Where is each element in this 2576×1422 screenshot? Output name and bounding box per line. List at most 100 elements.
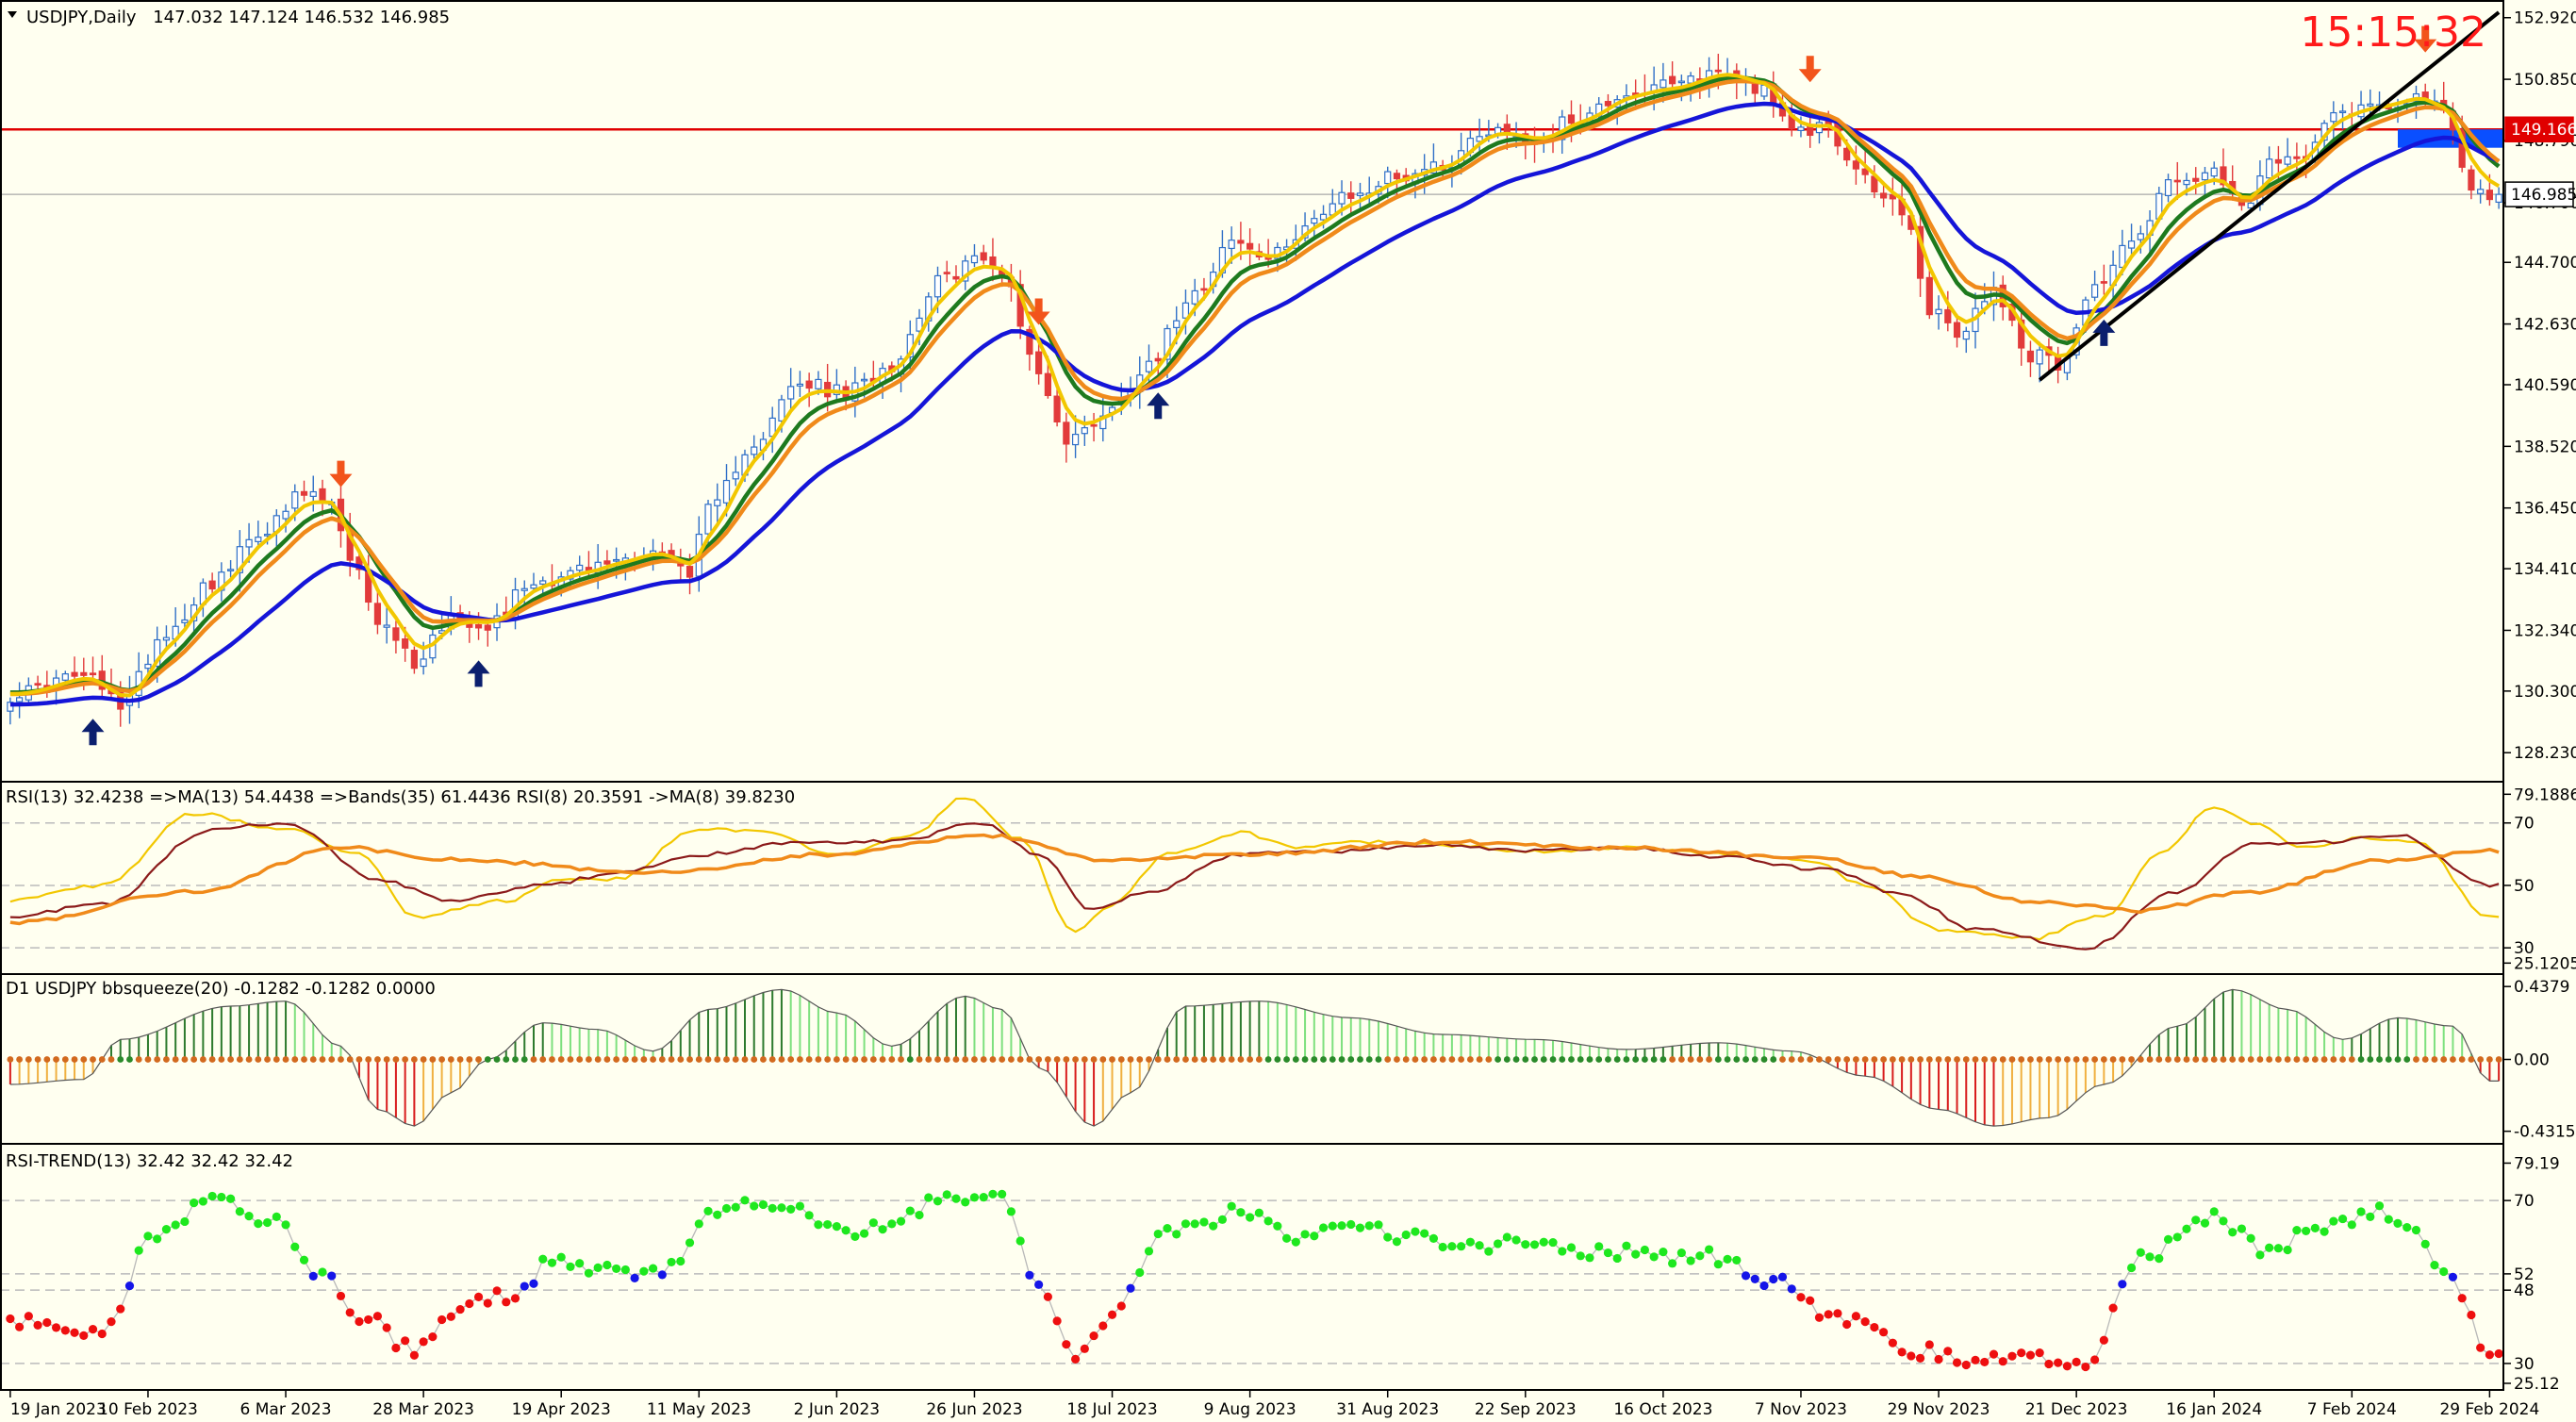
rsi-trend-dot [1401, 1230, 1411, 1240]
candle[interactable] [1311, 209, 1318, 238]
candle[interactable] [410, 646, 418, 674]
candle[interactable] [1797, 116, 1805, 138]
rsi-trend-dot [951, 1194, 961, 1203]
buy-arrow-up-icon[interactable] [81, 719, 105, 746]
candle[interactable] [1053, 386, 1061, 427]
candle[interactable] [1476, 118, 1483, 156]
candle[interactable] [2477, 179, 2485, 204]
rsi-panel[interactable] [0, 797, 2503, 951]
rsi-trend-tick-label: 70 [2514, 1192, 2535, 1211]
candle[interactable] [1063, 412, 1070, 463]
current-price-tag[interactable]: 146.985 [2504, 181, 2576, 207]
candle[interactable] [970, 243, 979, 268]
ma-yellow-line [9, 73, 2501, 698]
candle[interactable] [181, 604, 189, 632]
candle[interactable] [392, 620, 400, 653]
candle[interactable] [2468, 165, 2475, 200]
candle[interactable] [1081, 415, 1088, 446]
price-panel[interactable] [0, 10, 2508, 746]
candle[interactable] [300, 480, 308, 502]
candle[interactable] [1925, 268, 1933, 320]
candle[interactable] [2284, 138, 2291, 168]
squeeze-dot [1439, 1056, 1446, 1063]
candle[interactable] [2173, 161, 2181, 200]
candle[interactable] [520, 580, 528, 607]
candle[interactable] [1145, 344, 1153, 388]
candle[interactable] [2192, 167, 2200, 194]
candle[interactable] [2495, 187, 2502, 209]
candle-body [815, 378, 822, 389]
rsi-trend-panel[interactable] [0, 1189, 2503, 1372]
candle[interactable] [16, 682, 24, 719]
candle[interactable] [2338, 104, 2347, 130]
candle[interactable] [227, 559, 235, 578]
candle[interactable] [2293, 142, 2301, 174]
squeeze-dot [2210, 1056, 2218, 1063]
candle[interactable] [2330, 101, 2337, 141]
sell-arrow-down-icon[interactable] [1798, 56, 1822, 83]
candle[interactable] [1071, 415, 1080, 458]
squeeze-dot [520, 1056, 528, 1063]
bbsqueeze-panel[interactable] [7, 988, 2502, 1127]
candle[interactable] [1356, 182, 1364, 208]
candle[interactable] [714, 483, 721, 525]
candle[interactable] [162, 625, 171, 650]
candle[interactable] [2091, 271, 2099, 302]
candle[interactable] [751, 435, 758, 463]
rsi-trend-dot [143, 1232, 153, 1241]
sell-arrow-down-icon[interactable] [329, 460, 353, 488]
candle[interactable] [1953, 313, 1961, 348]
candle[interactable] [787, 368, 795, 412]
squeeze-dot [2440, 1056, 2448, 1063]
candle[interactable] [309, 475, 317, 512]
panel-menu-triangle-icon[interactable] [8, 11, 17, 18]
candle[interactable] [943, 260, 950, 283]
candle[interactable] [1935, 295, 1942, 330]
candle[interactable] [1852, 145, 1860, 185]
sell-arrow-down-icon[interactable] [2414, 25, 2437, 53]
time-tick-label: 18 Jul 2023 [1066, 1400, 1157, 1419]
candle[interactable] [373, 588, 382, 635]
candle[interactable] [255, 521, 262, 550]
buy-arrow-up-icon[interactable] [467, 660, 490, 687]
buy-arrow-up-icon[interactable] [1147, 392, 1170, 420]
candle[interactable] [2137, 225, 2144, 254]
candle[interactable] [2036, 341, 2043, 383]
candle[interactable] [980, 244, 987, 265]
candle[interactable] [1889, 177, 1896, 216]
trendline[interactable] [2038, 10, 2501, 382]
candle[interactable] [805, 372, 813, 407]
candle[interactable] [383, 606, 390, 644]
candle[interactable] [1247, 228, 1254, 268]
resistance-price-tag[interactable]: 149.166 [2504, 116, 2576, 142]
candle[interactable] [2164, 174, 2172, 203]
candle[interactable] [1962, 326, 1970, 354]
buy-arrow-up-icon[interactable] [2092, 319, 2116, 346]
candle[interactable] [732, 455, 739, 487]
candle[interactable] [1181, 289, 1190, 335]
rsi-trend-dot [1777, 1272, 1788, 1281]
candle[interactable] [962, 255, 969, 290]
candle[interactable] [2127, 223, 2136, 255]
squeeze-dot [402, 1056, 409, 1063]
candle[interactable] [1090, 412, 1098, 442]
candle[interactable] [34, 675, 41, 690]
rsi-trend-dot [1769, 1274, 1778, 1284]
candle[interactable] [1669, 61, 1676, 91]
candle[interactable] [7, 697, 14, 725]
rsi-trend-dot [6, 1314, 15, 1324]
candle[interactable] [1347, 181, 1355, 216]
squeeze-dot [1925, 1056, 1933, 1063]
candle[interactable] [236, 530, 243, 592]
candle[interactable] [208, 572, 216, 597]
candle[interactable] [2100, 264, 2107, 295]
candle[interactable] [796, 371, 804, 397]
squeeze-dot [1706, 1056, 1712, 1063]
candle[interactable] [1944, 290, 1952, 332]
sell-arrow-down-icon[interactable] [1027, 298, 1050, 325]
candle[interactable] [2026, 340, 2035, 377]
candle[interactable] [282, 504, 289, 533]
candle[interactable] [2367, 89, 2374, 117]
